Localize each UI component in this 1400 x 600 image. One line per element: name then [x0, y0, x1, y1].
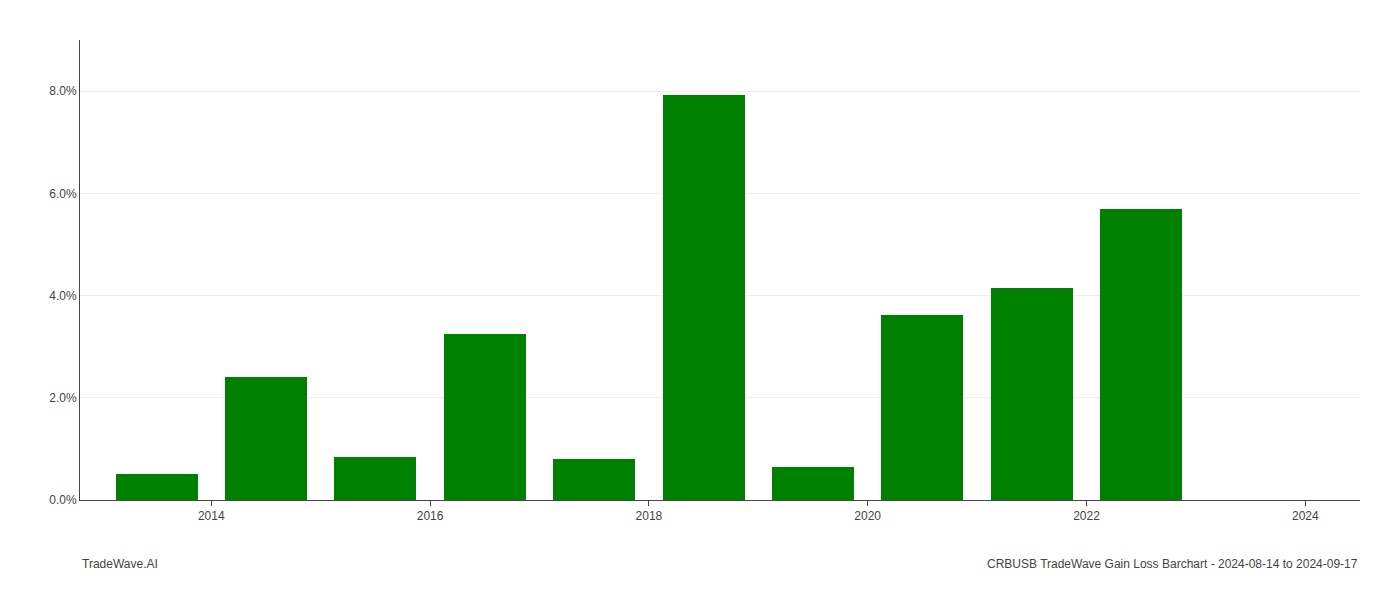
svg-text:2024: 2024 — [1292, 509, 1319, 523]
svg-text:2014: 2014 — [198, 509, 225, 523]
svg-text:2016: 2016 — [417, 509, 444, 523]
svg-text:2.0%: 2.0% — [49, 391, 77, 405]
svg-text:8.0%: 8.0% — [49, 84, 77, 98]
svg-text:2018: 2018 — [636, 509, 663, 523]
svg-text:4.0%: 4.0% — [49, 289, 77, 303]
svg-text:0.0%: 0.0% — [49, 493, 77, 507]
svg-text:CRBUSB TradeWave Gain Loss Bar: CRBUSB TradeWave Gain Loss Barchart - 20… — [987, 557, 1358, 571]
svg-text:2020: 2020 — [854, 509, 881, 523]
svg-text:TradeWave.AI: TradeWave.AI — [82, 557, 158, 571]
svg-text:6.0%: 6.0% — [49, 187, 77, 201]
svg-text:2022: 2022 — [1073, 509, 1100, 523]
